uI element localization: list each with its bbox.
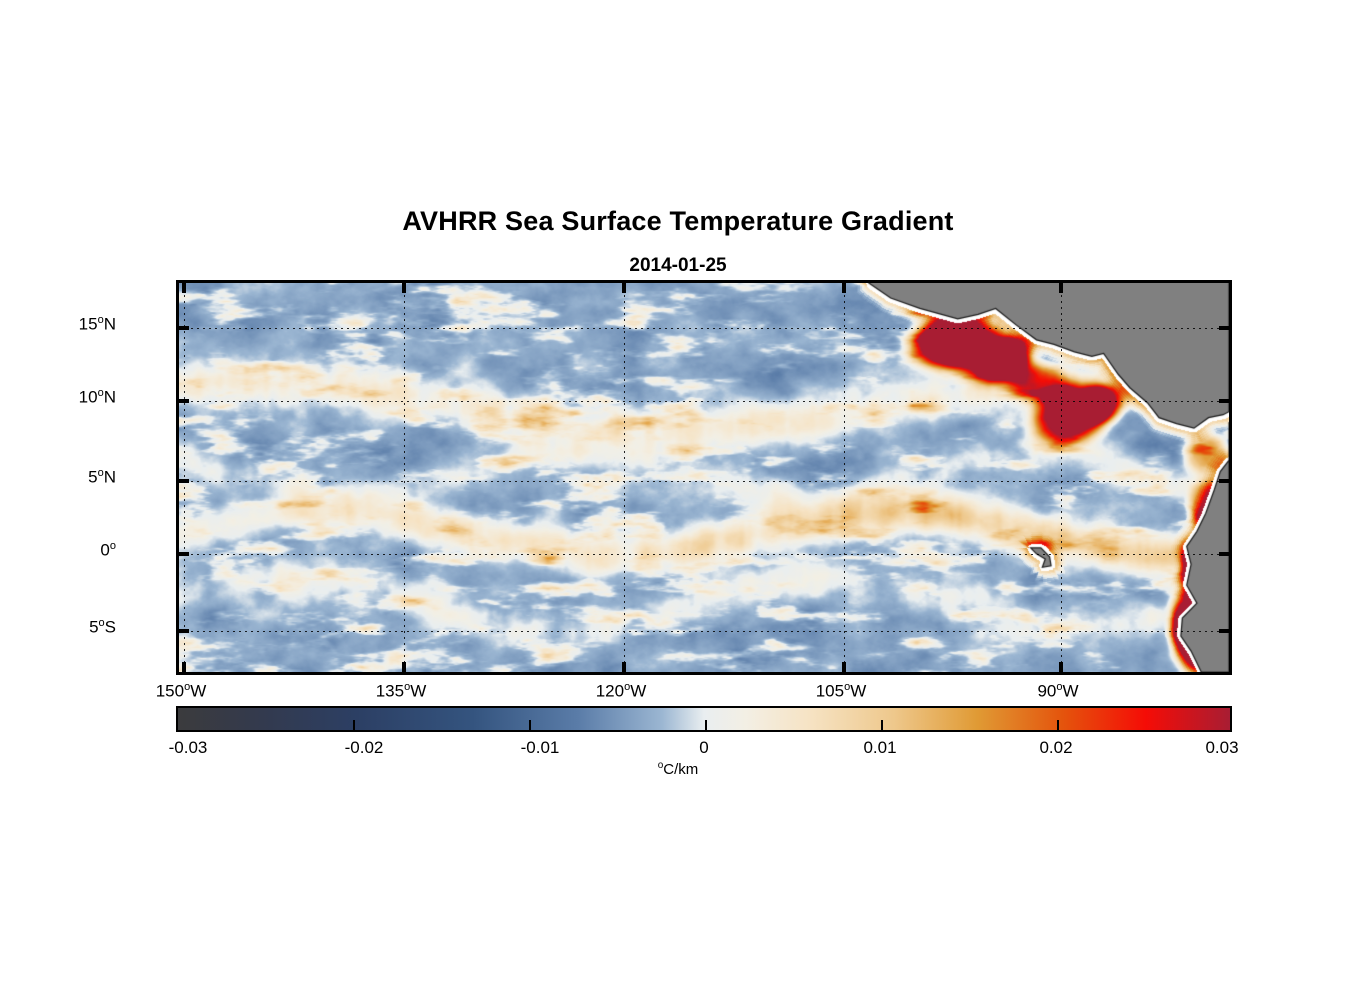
gridline-vertical — [624, 283, 625, 672]
y-tick-label: 10oN — [78, 387, 116, 407]
gridline-vertical — [844, 283, 845, 672]
sst-gradient-heatmap — [179, 283, 1229, 672]
gridline-vertical — [184, 283, 185, 672]
y-axis-tick — [1219, 629, 1229, 633]
gridline-horizontal — [179, 401, 1229, 402]
gridline-horizontal — [179, 328, 1229, 329]
colorbar-tick-label: -0.03 — [168, 738, 208, 757]
y-axis-tick — [179, 479, 189, 483]
x-axis-tick — [1059, 662, 1063, 672]
x-axis-tick — [182, 283, 186, 293]
colorbar-tick — [529, 720, 531, 730]
y-tick-label: 5oS — [89, 617, 116, 637]
x-axis-tick — [842, 283, 846, 293]
figure-subtitle: 2014-01-25 — [629, 255, 727, 276]
y-axis-tick — [1219, 326, 1229, 330]
y-axis-tick — [179, 399, 189, 403]
colorbar-tick-label: -0.01 — [520, 738, 560, 757]
colorbar-tick-label: 0 — [699, 738, 709, 757]
y-axis-tick — [1219, 399, 1229, 403]
x-axis-tick — [622, 662, 626, 672]
gridline-vertical — [1061, 283, 1062, 672]
x-axis-tick — [842, 662, 846, 672]
colorbar-tick-label: -0.02 — [344, 738, 384, 757]
x-tick-label: 105oW — [815, 681, 867, 701]
y-axis-tick — [179, 326, 189, 330]
gridline-horizontal — [179, 631, 1229, 632]
map-axes — [176, 280, 1232, 675]
gridline-horizontal — [179, 481, 1229, 482]
y-tick-label: 5oN — [88, 467, 116, 487]
colorbar-tick — [881, 720, 883, 730]
colorbar-tick-label: 0.02 — [1039, 738, 1073, 757]
colorbar — [176, 706, 1232, 732]
x-axis-tick — [182, 662, 186, 672]
x-axis-tick — [402, 662, 406, 672]
y-tick-label: 0o — [100, 540, 116, 560]
x-axis-tick — [1059, 283, 1063, 293]
x-tick-label: 90oW — [1037, 681, 1079, 701]
x-tick-label: 150oW — [155, 681, 207, 701]
colorbar-tick-label: 0.01 — [863, 738, 897, 757]
colorbar-gradient — [178, 708, 1230, 730]
colorbar-tick — [705, 720, 707, 730]
y-axis-tick — [179, 629, 189, 633]
y-axis-tick — [1219, 552, 1229, 556]
x-tick-label: 135oW — [375, 681, 427, 701]
x-axis-tick — [622, 283, 626, 293]
y-axis-tick — [1219, 479, 1229, 483]
colorbar-unit-label: oC/km — [657, 760, 699, 778]
colorbar-tick — [1057, 720, 1059, 730]
figure-title: AVHRR Sea Surface Temperature Gradient — [402, 206, 954, 236]
x-axis-tick — [402, 283, 406, 293]
gridline-vertical — [404, 283, 405, 672]
gridline-horizontal — [179, 554, 1229, 555]
y-tick-label: 15oN — [78, 314, 116, 334]
x-tick-label: 120oW — [595, 681, 647, 701]
y-axis-tick — [179, 552, 189, 556]
colorbar-tick — [353, 720, 355, 730]
colorbar-tick-label: 0.03 — [1205, 738, 1239, 757]
